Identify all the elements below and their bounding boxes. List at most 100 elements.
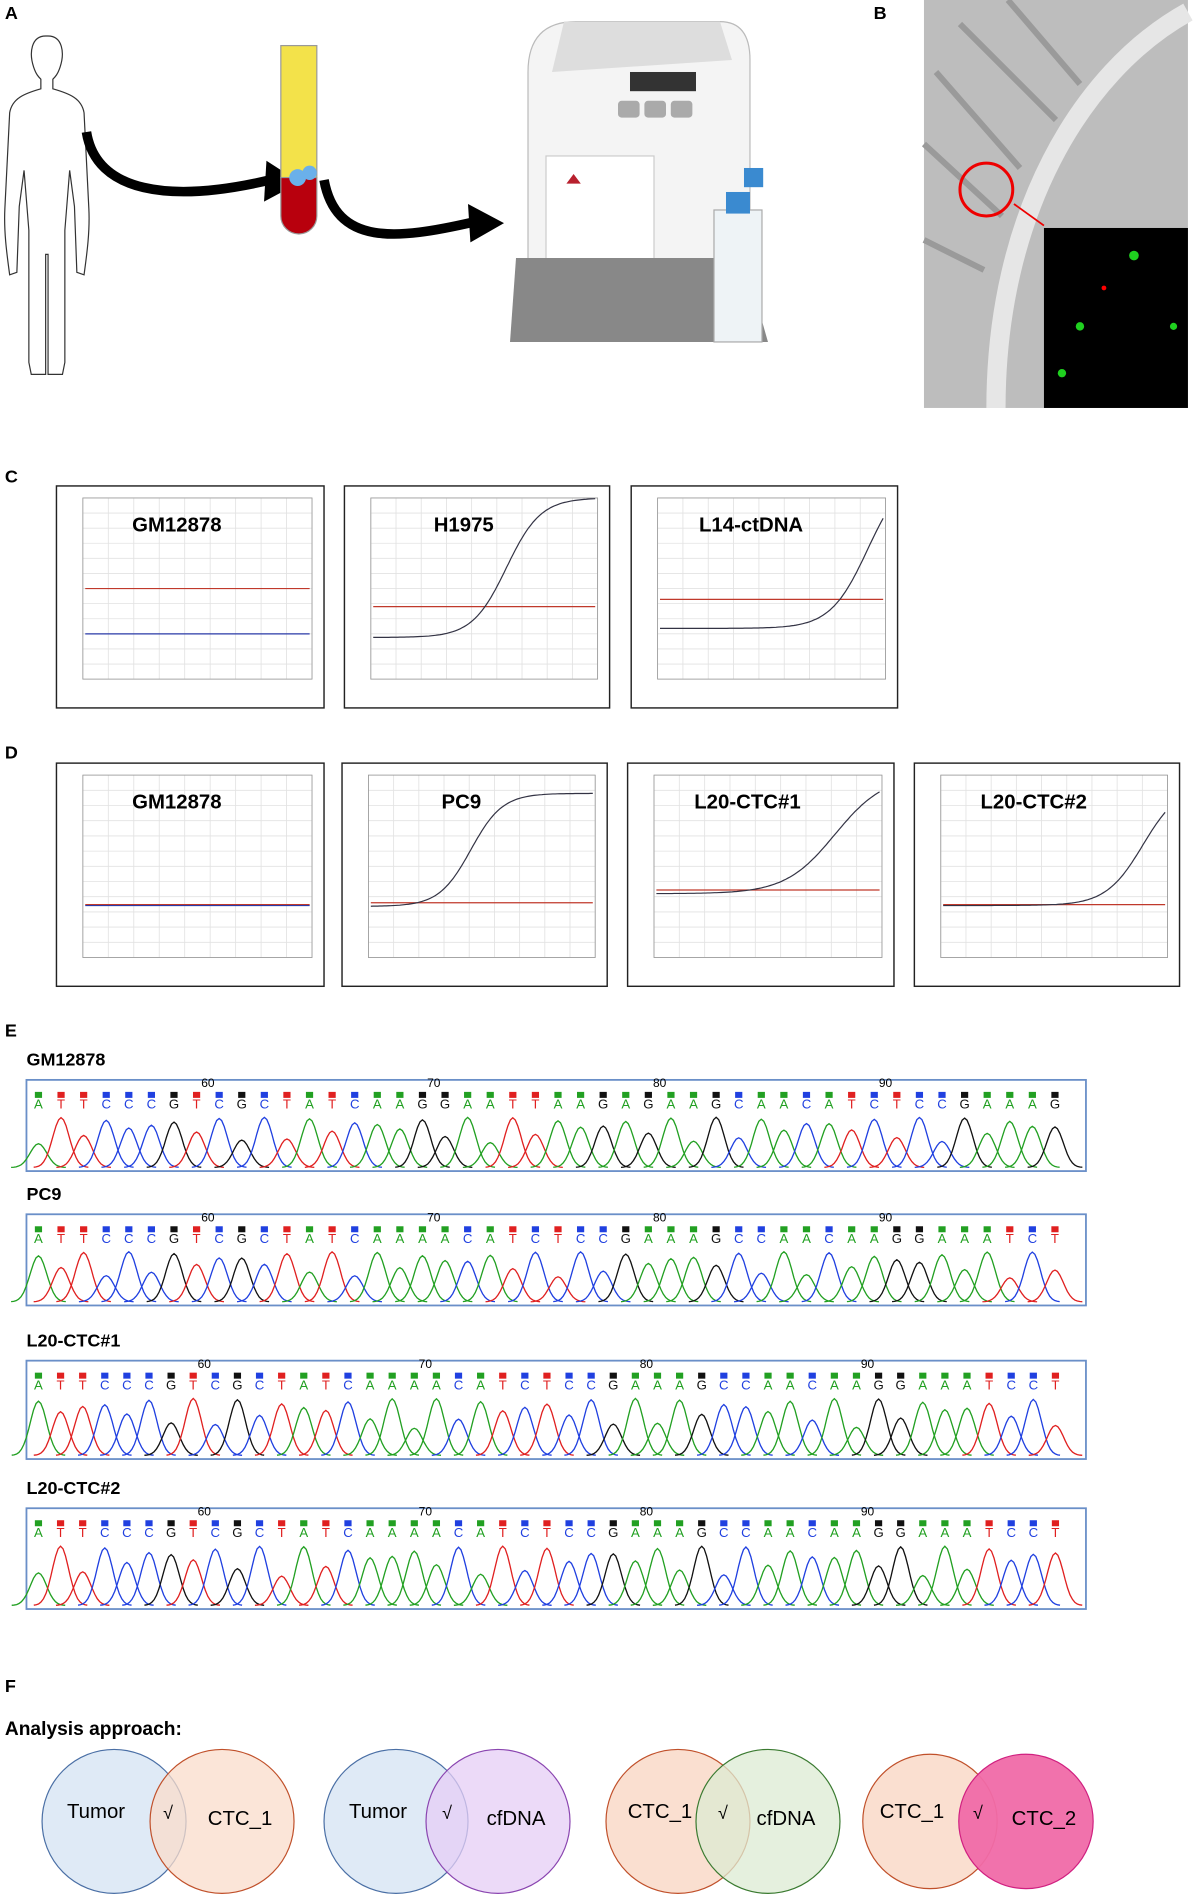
trace-peak [169, 1131, 225, 1169]
base-call: T [1051, 1377, 1059, 1392]
quality-box [983, 1091, 991, 1098]
base-call: C [101, 1231, 111, 1246]
trace-peak [696, 1403, 751, 1456]
trace-peak [56, 1134, 111, 1169]
base-call: A [983, 1097, 992, 1112]
trace-peak [453, 1400, 508, 1456]
base-call: T [57, 1377, 65, 1392]
trace-peak [124, 1124, 179, 1168]
quality-box [351, 1226, 359, 1233]
trace-peak [33, 1545, 88, 1606]
base-call: A [388, 1377, 397, 1392]
quality-box [852, 1520, 861, 1527]
venn-label: CTC_2 [1012, 1808, 1077, 1830]
chromatogram: L20-CTC#1A T T C C C G T C G C T A T C A A A A C A T C T C C G A A A G… [11, 1330, 1087, 1460]
venn-label: CTC_1 [628, 1801, 693, 1823]
quality-box [698, 1372, 706, 1379]
base-call: A [305, 1097, 314, 1112]
base-call: T [189, 1377, 197, 1392]
quality-box [985, 1372, 993, 1379]
base-call: G [232, 1525, 242, 1540]
quality-box [211, 1372, 219, 1379]
base-position: 90 [879, 1210, 893, 1224]
trace-peak [688, 1264, 744, 1303]
trace-peak [77, 1547, 132, 1606]
venn-mark: √ [718, 1803, 728, 1823]
venn-label: Tumor [349, 1801, 407, 1823]
base-call: C [741, 1525, 751, 1540]
quality-box [101, 1520, 109, 1527]
base-call: A [554, 1097, 563, 1112]
base-call: A [653, 1525, 662, 1540]
quality-box [757, 1226, 765, 1233]
base-position: 70 [427, 1210, 441, 1224]
trace-peak [674, 1545, 729, 1606]
trace-peak [520, 1403, 574, 1456]
base-call: A [757, 1097, 766, 1112]
trace-peak [982, 1277, 1038, 1303]
quality-box [893, 1226, 901, 1233]
quality-box [477, 1520, 485, 1527]
base-call: T [499, 1377, 507, 1392]
plot-frame [55, 762, 325, 988]
trace-peak [327, 1275, 383, 1303]
quality-box [499, 1372, 507, 1379]
venn-label: cfDNA [487, 1808, 546, 1830]
quality-box [1007, 1372, 1015, 1379]
base-call: T [80, 1097, 88, 1112]
base-call: T [1051, 1525, 1059, 1540]
base-call: C [1029, 1525, 1039, 1540]
base-call: C [520, 1525, 530, 1540]
quality-box [125, 1091, 133, 1098]
venn-label: Tumor [67, 1801, 125, 1823]
quality-box [735, 1226, 743, 1233]
plot-area [940, 774, 1168, 958]
quality-box [328, 1226, 336, 1233]
quality-box [366, 1372, 374, 1379]
trace-peak [498, 1569, 552, 1606]
quality-box [780, 1091, 788, 1098]
base-position: 80 [653, 1076, 667, 1090]
quality-box [366, 1520, 374, 1527]
qpcr-plot: L20-CTC#1 [626, 762, 895, 988]
trace-peak [144, 1553, 198, 1606]
base-position: 60 [201, 1210, 215, 1224]
quality-box [373, 1091, 381, 1098]
quality-box [57, 1091, 65, 1098]
quality-box [278, 1520, 286, 1527]
qpcr-plot: PC9 [341, 762, 608, 988]
quality-box [938, 1091, 946, 1098]
quality-box [676, 1520, 684, 1527]
base-call: G [598, 1097, 608, 1112]
base-call: T [57, 1525, 65, 1540]
trace-peak [937, 1117, 992, 1168]
trace-peak [321, 1401, 375, 1456]
plot-area [82, 497, 313, 680]
trace-peak [829, 1426, 884, 1456]
quality-box [576, 1226, 585, 1233]
plot-title: H1975 [434, 515, 494, 537]
trace-peak [643, 1257, 699, 1303]
trace-peak [763, 1550, 818, 1606]
base-call: A [675, 1525, 684, 1540]
trace-peak [462, 1141, 518, 1169]
quality-box [963, 1372, 971, 1379]
base-call: C [211, 1525, 221, 1540]
quality-box [441, 1226, 449, 1233]
plot-frame [626, 762, 895, 988]
quality-box [80, 1091, 88, 1098]
quality-box [757, 1091, 765, 1098]
base-call: A [825, 1097, 834, 1112]
base-call: C [255, 1377, 265, 1392]
trace-peak [387, 1550, 442, 1606]
quality-box [145, 1520, 153, 1527]
quality-box [255, 1372, 264, 1379]
trace-peak [598, 1120, 654, 1168]
base-call: T [509, 1097, 517, 1112]
base-call: A [779, 1231, 788, 1246]
trace-peak [1028, 1424, 1083, 1456]
trace-peak [1005, 1125, 1060, 1168]
quality-box [919, 1520, 927, 1527]
quality-box [698, 1520, 706, 1527]
quality-box [565, 1372, 573, 1379]
